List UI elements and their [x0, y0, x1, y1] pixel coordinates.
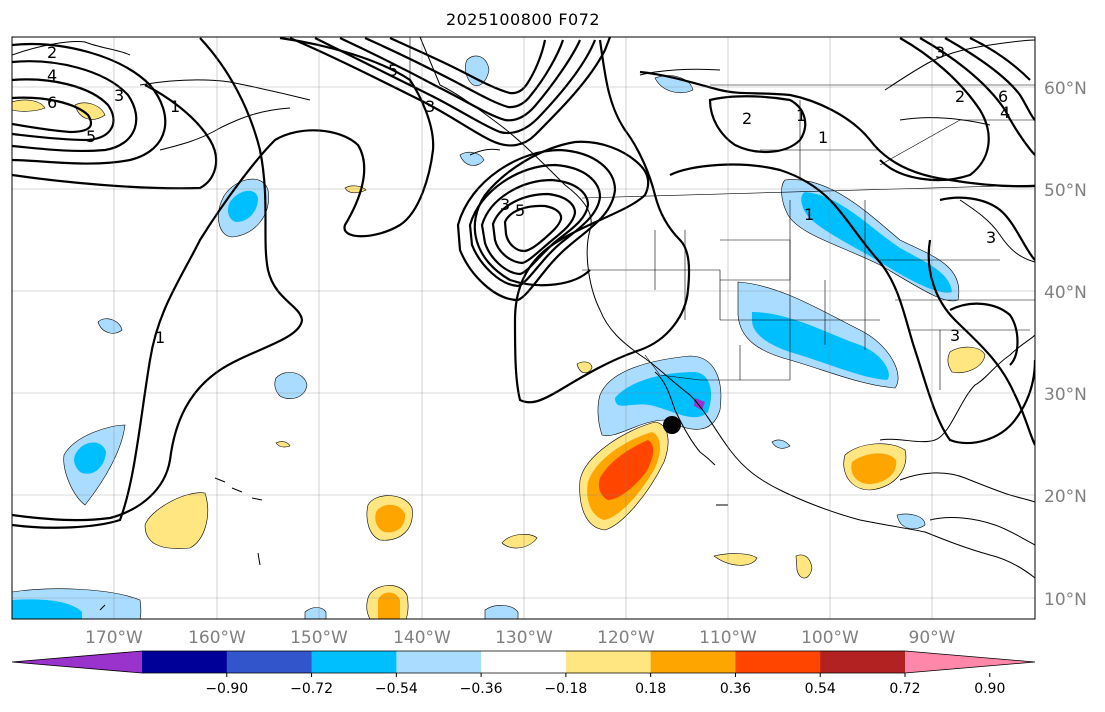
pos-area	[713, 553, 758, 566]
colorbar-segment	[735, 651, 821, 673]
contour-label: 1	[804, 205, 814, 224]
contour-label: 6	[998, 87, 1008, 106]
pos-area	[501, 534, 538, 549]
contour-label: 4	[1000, 103, 1010, 122]
lat-label-60n: 60°N	[1044, 79, 1087, 99]
neg-area-core	[752, 312, 889, 380]
contour-label: 3	[950, 326, 960, 345]
contour-label: 4	[47, 66, 57, 85]
contour-label: 1	[155, 328, 165, 347]
pos-area	[947, 346, 986, 373]
lat-label-40n: 40°N	[1044, 283, 1087, 303]
neg-area-core-deep	[694, 398, 705, 410]
lon-label-150w: 150°W	[290, 628, 348, 648]
colorbar-tick-label: −0.18	[544, 681, 587, 697]
colorbar-tick-label: −0.54	[375, 681, 418, 697]
neg-area-core	[74, 442, 106, 474]
neg-area	[97, 318, 123, 334]
pos-area	[12, 99, 46, 112]
colorbar-segment	[650, 651, 736, 673]
colorbar-segment	[565, 651, 652, 673]
neg-area	[465, 55, 490, 86]
colorbar-extend-low	[12, 651, 142, 673]
colorbar-tick-label: 0.18	[635, 681, 666, 697]
colorbar-segment	[226, 651, 313, 673]
colorbar-extend-high	[905, 651, 1035, 673]
colorbar-outline	[11, 650, 1036, 674]
lon-label-140w: 140°W	[393, 628, 451, 648]
lon-label-160w: 160°W	[188, 628, 246, 648]
contour-label: 1	[796, 106, 806, 125]
map-title: 2025100800 F072	[445, 10, 601, 29]
lon-label-170w: 170°W	[85, 628, 143, 648]
neg-area	[274, 372, 308, 399]
contour-label: 3	[986, 228, 996, 247]
contour-label: 2	[742, 109, 752, 128]
neg-area-core	[615, 372, 712, 418]
neg-area	[304, 607, 327, 619]
contour-labels: 2 4 6 3 5 1 1 3 5 3 5 2 1 1 1 3 3 6 4 2 …	[47, 43, 1010, 347]
neg-area	[771, 439, 791, 449]
contour-label: 2	[955, 87, 965, 106]
lat-label-30n: 30°N	[1044, 385, 1087, 405]
pos-area-core	[851, 453, 897, 484]
pos-area	[795, 554, 813, 579]
neg-area-core	[801, 192, 952, 293]
lat-label-10n: 10°N	[1044, 590, 1087, 610]
latitude-labels: 60°N 50°N 40°N 30°N 20°N 10°N	[1044, 79, 1087, 610]
colorbar-segment	[820, 651, 906, 673]
contour-label: 5	[86, 127, 96, 146]
contour-label: 5	[515, 201, 525, 220]
pos-area	[275, 441, 291, 448]
contour-lines	[12, 37, 1035, 529]
colorbar-tick-label: 0.72	[889, 681, 920, 697]
contour-label: 6	[47, 93, 57, 112]
contour-label: 3	[425, 97, 435, 116]
colorbar-segment	[311, 651, 397, 673]
neg-area	[459, 151, 485, 166]
contour-label: 1	[170, 97, 180, 116]
lon-label-130w: 130°W	[495, 628, 553, 648]
neg-area	[896, 513, 926, 530]
colorbar-tick-label: −0.36	[460, 681, 503, 697]
pos-area	[74, 102, 106, 120]
contour-label: 3	[500, 195, 510, 214]
lon-label-100w: 100°W	[801, 628, 859, 648]
coastlines	[12, 37, 1035, 611]
contour-label: 1	[818, 128, 828, 147]
colorbar-tick-label: −0.72	[290, 681, 333, 697]
neg-area-core	[228, 190, 258, 222]
map-frame	[11, 36, 1036, 620]
lon-label-110w: 110°W	[699, 628, 757, 648]
neg-area-core	[12, 599, 82, 619]
colorbar: −0.90 −0.72 −0.54 −0.36 −0.18 0.18 0.36 0.54 0.7…	[11, 650, 1036, 697]
contour-label: 2	[47, 43, 57, 62]
lon-label-120w: 120°W	[597, 628, 655, 648]
longitude-labels: 170°W 160°W 150°W 140°W 130°W 120°W 110°…	[85, 628, 956, 648]
colorbar-tick-label: 0.36	[720, 681, 751, 697]
neg-area	[484, 605, 519, 619]
map-gridlines	[12, 37, 1035, 619]
colorbar-tick-label: −0.90	[205, 681, 248, 697]
colorbar-tick-label: 0.90	[974, 681, 1005, 697]
colorbar-segment	[396, 651, 482, 673]
location-marker	[663, 416, 681, 434]
contour-label: 3	[114, 86, 124, 105]
lon-label-90w: 90°W	[909, 628, 956, 648]
colorbar-segment	[481, 651, 567, 673]
contour-label: 5	[388, 61, 398, 80]
pos-area	[144, 492, 208, 549]
colorbar-segment	[142, 651, 228, 673]
lat-label-20n: 20°N	[1044, 487, 1087, 507]
colorbar-tick-label: 0.54	[805, 681, 836, 697]
pos-area-core	[378, 592, 400, 619]
pos-area-core	[375, 504, 406, 533]
contour-label: 3	[935, 43, 945, 62]
lat-label-50n: 50°N	[1044, 181, 1087, 201]
pos-area	[576, 361, 593, 374]
